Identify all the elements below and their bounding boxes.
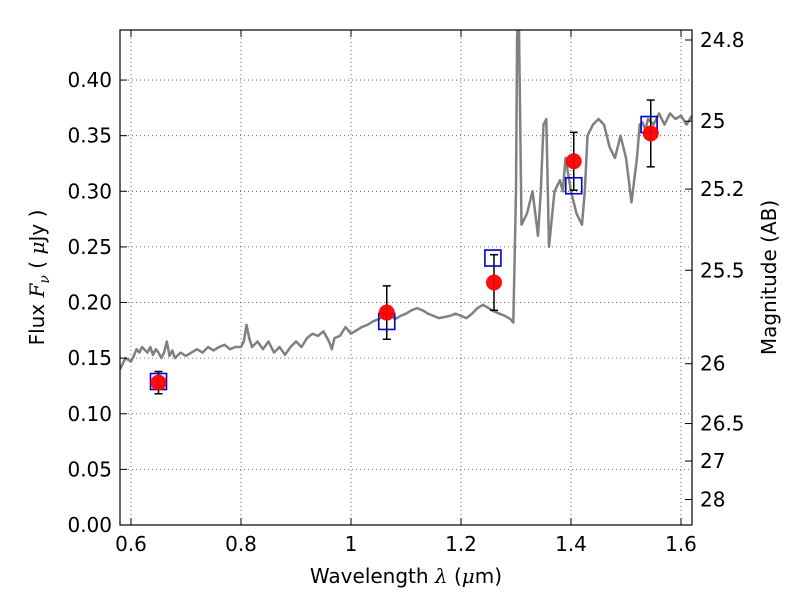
sed-layer <box>120 30 692 370</box>
model-square-point <box>564 176 583 195</box>
x-tick-label: 1.2 <box>445 532 477 556</box>
observed-point-layer <box>150 125 659 391</box>
sed-spectrum-line <box>120 30 692 370</box>
x-tick-label: 1 <box>345 532 358 556</box>
y2-tick-label: 24.8 <box>700 28 745 52</box>
y2-tick-label: 27 <box>700 449 725 473</box>
plot-frame <box>119 29 693 526</box>
y2-tick-label: 26.5 <box>700 412 745 436</box>
observed-point <box>486 274 502 291</box>
y2-tick-label: 25.2 <box>700 177 745 201</box>
x-axis-label: Wavelength λ (μm) <box>310 564 502 588</box>
x-tick-label: 0.8 <box>225 532 257 556</box>
y2-tick-label: 25 <box>700 109 725 133</box>
observed-point <box>565 153 582 170</box>
model-square-layer <box>149 115 658 391</box>
grid-layer <box>120 30 692 526</box>
y-tick-label: 0.40 <box>67 68 112 92</box>
y2-tick-label: 28 <box>700 488 725 512</box>
y-tick-label: 0.00 <box>67 513 112 537</box>
tick-layer <box>120 30 692 526</box>
x-tick-label: 0.6 <box>115 532 147 556</box>
y2-tick-label: 25.5 <box>700 258 745 282</box>
observed-point <box>150 374 167 391</box>
x-tick-label: 1.6 <box>665 532 697 556</box>
y-tick-label: 0.05 <box>67 457 112 481</box>
y-tick-label: 0.15 <box>67 346 112 370</box>
y2-tick-label: 26 <box>700 352 725 376</box>
y2-axis-label: Magnitude (AB) <box>757 200 781 355</box>
y-tick-label: 0.35 <box>67 124 112 148</box>
tick-label-layer: 0.6 0.8 1 1.2 1.4 1.6 0.00 0.05 0.10 0.15 0.20 0.25… <box>67 28 744 556</box>
observed-point <box>642 125 659 142</box>
y-tick-label: 0.25 <box>67 235 112 259</box>
model-square-point <box>484 249 502 267</box>
y-tick-label: 0.20 <box>67 291 112 315</box>
observed-point <box>378 304 395 321</box>
y-tick-label: 0.30 <box>67 179 112 203</box>
y-axis-label: Flux Fν ( μJy ) <box>25 210 53 346</box>
x-tick-label: 1.4 <box>555 532 587 556</box>
y-tick-label: 0.10 <box>67 402 112 426</box>
